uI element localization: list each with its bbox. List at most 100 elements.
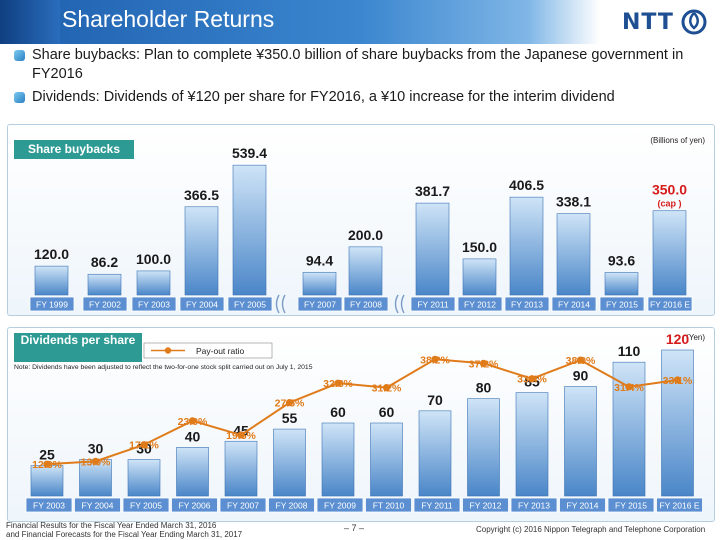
buyback-category-label: FY 2004 (186, 300, 218, 310)
buyback-category-box (29, 296, 75, 312)
dividend-category-label: FY 2013 (518, 501, 550, 511)
dividend-category-box (559, 497, 606, 513)
dividend-bar (127, 459, 161, 497)
buyback-category-box (343, 296, 389, 312)
dividend-value-label: 120 (666, 331, 690, 347)
dividend-category-label: FY 2005 (130, 501, 162, 511)
buyback-category-box (599, 296, 645, 312)
buyback-category-label: FY 2016 E (650, 300, 690, 310)
buyback-category-label: FY 2003 (138, 300, 170, 310)
buyback-category-label: FY 2014 (558, 300, 590, 310)
legend-box (143, 342, 273, 359)
payout-ratio-label: 19.5% (226, 430, 256, 442)
buyback-category-label: FY 2015 (606, 300, 638, 310)
dividend-bar (467, 398, 500, 497)
dividend-category-box (171, 497, 218, 513)
buyback-category-label: FY 2002 (89, 300, 121, 310)
dividends-panel: Dividends per share (Yen) Pay-out ratio No… (7, 327, 715, 522)
dividend-category-label: FY 2015 (615, 501, 647, 511)
buyback-bar (604, 272, 639, 296)
payout-ratio-label: 32.3% (323, 378, 353, 390)
payout-ratio-point (576, 356, 585, 364)
dividend-value-label: 30 (136, 441, 152, 457)
buybacks-panel-label: Share buybacks (14, 140, 134, 159)
payout-ratio-point (431, 355, 439, 363)
dividend-category-box (365, 497, 412, 513)
buyback-bar (232, 164, 267, 296)
dividend-category-label: FY 2004 (82, 501, 114, 511)
buyback-category-box (504, 296, 550, 312)
dividend-bar (176, 447, 209, 497)
buyback-category-label: FY 2012 (464, 300, 496, 310)
axis-break-mark (275, 294, 286, 314)
dividend-bar (418, 410, 452, 497)
buyback-value-label: 350.0 (652, 182, 687, 198)
payout-ratio-point (285, 399, 294, 407)
bullet-buybacks: Share buybacks: Plan to complete ¥350.0 … (12, 46, 712, 84)
dividends-note: Note: Dividends have been adjusted to re… (14, 364, 313, 371)
dividend-bar (321, 422, 355, 497)
payout-ratio-point (237, 431, 245, 439)
buyback-value-label: 100.0 (136, 251, 171, 267)
buyback-bar (348, 246, 383, 296)
buyback-category-label: FY 2005 (234, 300, 266, 310)
payout-ratio-point (91, 457, 100, 465)
buyback-category-box (227, 296, 273, 312)
dividend-value-label: 90 (573, 368, 589, 384)
buyback-value-label: 93.6 (608, 252, 635, 268)
dividend-category-label: FY 2011 (421, 501, 453, 511)
dividend-value-label: 55 (282, 410, 298, 426)
buyback-category-label: FY 2011 (417, 300, 449, 310)
payout-ratio-point (479, 359, 488, 367)
dividend-value-label: 80 (476, 380, 492, 396)
dividend-value-label: 30 (88, 441, 104, 457)
dividend-value-label: 110 (618, 343, 641, 359)
title-bar: Shareholder Returns (0, 0, 600, 44)
payout-ratio-point (382, 384, 391, 392)
payout-ratio-label: 33.1% (663, 375, 693, 387)
buyback-bar (302, 271, 337, 296)
buyback-category-box (457, 296, 503, 312)
dividend-bar (370, 422, 403, 497)
dividend-category-box (219, 497, 267, 513)
dividend-category-box (656, 497, 703, 513)
payout-ratio-label: 13.0% (81, 456, 111, 468)
buyback-category-box (131, 296, 177, 312)
dividends-panel-label: Dividends per share (14, 333, 142, 362)
payout-ratio-label: 31.4% (614, 382, 644, 394)
buyback-category-label: FY 2013 (511, 300, 543, 310)
bullet-list: Share buybacks: Plan to complete ¥350.0 … (12, 46, 712, 111)
dividend-bar (30, 465, 64, 497)
dividends-unit-label: (Yen) (686, 333, 705, 342)
buyback-value-label: 200.0 (348, 227, 383, 243)
buyback-bar (652, 210, 687, 296)
buybacks-chart: (Billions of yen) 120.0 FY 1999 86.2 FY 2002… (29, 136, 705, 314)
payout-ratio-label: 37.2% (469, 358, 499, 370)
bullet-icon (14, 92, 25, 103)
buyback-category-box (647, 296, 693, 312)
page-number: – 7 – (344, 523, 365, 533)
buyback-category-box (410, 296, 456, 312)
buyback-value-label: 539.4 (232, 145, 267, 161)
dividend-category-box (462, 497, 509, 513)
payout-ratio-point (625, 383, 633, 391)
buyback-value-label: 366.5 (184, 187, 219, 203)
dividend-bar (564, 386, 597, 497)
buyback-cap-note: (cap ) (657, 199, 681, 209)
bullet-text: Share buybacks: Plan to complete ¥350.0 … (32, 47, 684, 82)
ntt-logo: NTT (622, 6, 714, 38)
bullet-icon (14, 50, 25, 61)
payout-ratio-point (188, 417, 197, 425)
dividend-category-box (268, 497, 315, 513)
dividend-value-label: 60 (330, 404, 346, 420)
buyback-bar (87, 273, 122, 296)
buyback-value-label: 338.1 (556, 194, 591, 210)
legend-label: Pay-out ratio (196, 346, 244, 356)
footer-disclaimer: Financial Results for the Fiscal Year En… (6, 521, 242, 539)
payout-ratio-label: 27.5% (275, 398, 305, 410)
legend-marker-swatch (164, 347, 172, 354)
axis-break-mark (394, 294, 405, 314)
dividend-category-label: FY 2007 (227, 501, 259, 511)
dividend-category-box (316, 497, 364, 513)
payout-ratio-label: 23.0% (178, 416, 208, 428)
